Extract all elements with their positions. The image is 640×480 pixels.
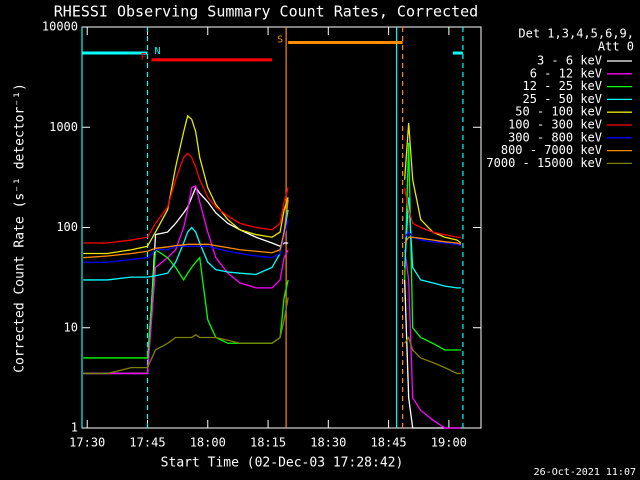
series-line xyxy=(404,336,461,375)
series-line xyxy=(83,219,289,263)
x-axis-label: Start Time (02-Dec-03 17:28:42) xyxy=(161,456,404,471)
series-line xyxy=(83,209,289,281)
legend-label: 7000 - 15000 keV xyxy=(486,156,602,170)
y-tick-label: 1000 xyxy=(49,120,78,134)
x-tick-label: 17:30 xyxy=(69,436,105,450)
series-line xyxy=(404,187,461,238)
series-line xyxy=(404,231,462,247)
series-line xyxy=(83,114,289,255)
footer: 26-Oct-2021 11:07 xyxy=(534,467,636,478)
series-line xyxy=(404,197,461,289)
legend-label: 300 - 800 keV xyxy=(508,130,602,144)
series-line xyxy=(83,152,289,244)
chart-title: RHESSI Observing Summary Count Rates, Co… xyxy=(54,3,478,21)
legend-label: 50 - 100 keV xyxy=(515,105,602,119)
series-line xyxy=(83,199,289,259)
legend-header: Att 0 xyxy=(598,40,634,54)
y-tick-label: 10000 xyxy=(42,20,78,34)
series-line xyxy=(83,248,289,359)
legend-label: 800 - 7000 keV xyxy=(501,143,602,157)
legend-header: Det 1,3,4,5,6,9, xyxy=(518,27,634,41)
x-tick-label: 18:00 xyxy=(190,436,226,450)
series-line xyxy=(404,236,462,245)
series-line xyxy=(83,185,289,375)
y-tick-label: 10 xyxy=(64,320,78,334)
x-tick-label: 18:15 xyxy=(250,436,286,450)
legend-label: 25 - 50 keV xyxy=(523,92,602,106)
legend-label: 100 - 300 keV xyxy=(508,118,602,132)
series-line xyxy=(404,249,461,429)
series-line xyxy=(404,142,461,351)
y-tick-label: 1 xyxy=(71,421,78,435)
series-line xyxy=(83,186,289,375)
x-tick-label: 17:45 xyxy=(129,436,165,450)
flag-label: N xyxy=(154,46,160,57)
x-tick-label: 18:45 xyxy=(371,436,407,450)
x-tick-label: 18:30 xyxy=(310,436,346,450)
y-axis-label: Corrected Count Rate (s⁻¹ detector⁻¹) xyxy=(13,83,28,373)
y-tick-label: 100 xyxy=(56,220,78,234)
x-tick-label: 19:00 xyxy=(431,436,467,450)
legend-label: 12 - 25 keV xyxy=(523,79,602,93)
series-line xyxy=(404,123,462,244)
legend-label: 6 - 12 keV xyxy=(530,66,602,80)
flag-label: F xyxy=(140,52,146,63)
flag-label: S xyxy=(277,35,283,46)
series-line xyxy=(404,279,461,429)
legend-label: 3 - 6 keV xyxy=(537,54,602,68)
series-line xyxy=(83,297,289,375)
